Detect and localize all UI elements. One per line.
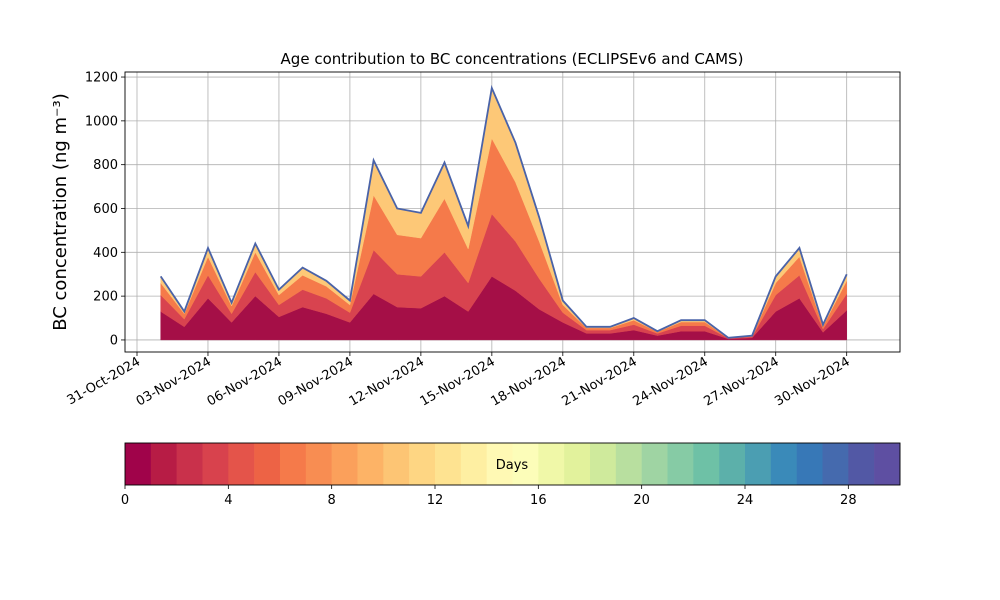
colorbar-segment bbox=[383, 443, 410, 485]
colorbar-frame bbox=[124, 442, 901, 486]
colorbar-segment bbox=[305, 443, 332, 485]
colorbar-segment bbox=[848, 443, 875, 485]
colorbar-segment bbox=[357, 443, 384, 485]
colorbar-segment bbox=[228, 443, 255, 485]
colorbar-segment bbox=[796, 443, 823, 485]
colorbar-tick-label: 28 bbox=[840, 493, 857, 508]
y-axis-label: BC concentration (ng m⁻³) bbox=[50, 93, 71, 331]
colorbar-segment bbox=[409, 443, 436, 485]
colorbar-label: Days bbox=[496, 458, 529, 473]
colorbar-segment bbox=[590, 443, 617, 485]
colorbar-segment bbox=[202, 443, 229, 485]
colorbar-segment bbox=[280, 443, 307, 485]
y-tick-label: 800 bbox=[93, 158, 118, 173]
colorbar-tick-label: 12 bbox=[427, 493, 444, 508]
colorbar-segment bbox=[176, 443, 203, 485]
colorbar-segment bbox=[615, 443, 642, 485]
colorbar-tick-label: 16 bbox=[530, 493, 547, 508]
colorbar-segment bbox=[538, 443, 565, 485]
colorbar-tick-label: 4 bbox=[224, 493, 232, 508]
colorbar-tick-label: 0 bbox=[121, 493, 129, 508]
colorbar-segment bbox=[693, 443, 720, 485]
y-tick-label: 600 bbox=[93, 202, 118, 217]
colorbar-segment bbox=[822, 443, 849, 485]
colorbar-segment bbox=[331, 443, 358, 485]
colorbar-segment bbox=[745, 443, 772, 485]
colorbar-segment bbox=[435, 443, 462, 485]
colorbar-tick-label: 8 bbox=[328, 493, 336, 508]
total-outline bbox=[159, 84, 848, 339]
colorbar-tick-label: 24 bbox=[737, 493, 754, 508]
y-tick-label: 0 bbox=[110, 333, 118, 348]
colorbar-segment bbox=[150, 443, 177, 485]
y-tick-label: 1000 bbox=[85, 114, 118, 129]
colorbar-tick-label: 20 bbox=[633, 493, 650, 508]
plot-frame bbox=[124, 71, 901, 353]
colorbar-segment bbox=[564, 443, 591, 485]
colorbar-segment bbox=[512, 443, 539, 485]
y-tick-label: 200 bbox=[93, 290, 118, 305]
y-tick-label: 400 bbox=[93, 246, 118, 261]
colorbar-segment bbox=[125, 443, 152, 485]
y-tick-label: 1200 bbox=[85, 71, 118, 86]
colorbar-segment bbox=[460, 443, 487, 485]
colorbar-segment bbox=[667, 443, 694, 485]
colorbar: 0 4 8 12 16 20 24 28 bbox=[121, 442, 901, 508]
colorbar-segment bbox=[719, 443, 746, 485]
colorbar-segment bbox=[770, 443, 797, 485]
colorbar-segment bbox=[254, 443, 281, 485]
colorbar-segment bbox=[486, 443, 513, 485]
colorbar-segment bbox=[641, 443, 668, 485]
chart-title: Age contribution to BC concentrations (E… bbox=[281, 50, 744, 68]
colorbar-segment bbox=[874, 443, 901, 485]
